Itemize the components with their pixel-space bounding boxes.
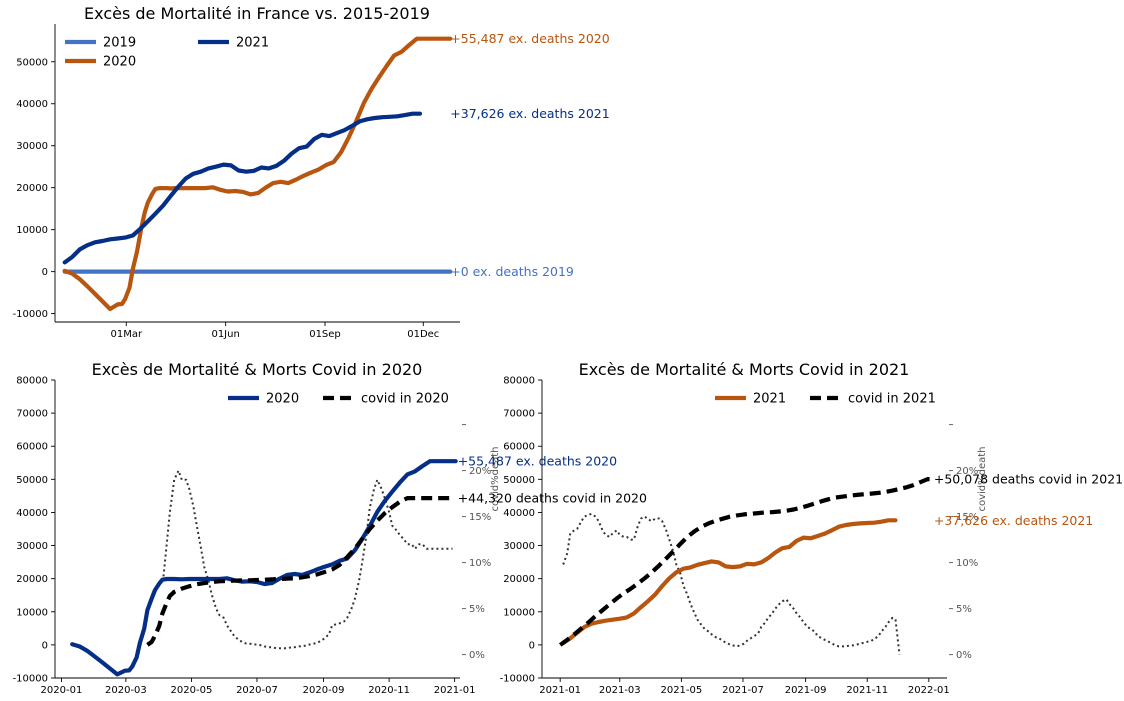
legend-label: covid in 2020 xyxy=(361,392,449,407)
y-tick-label: 40000 xyxy=(16,508,48,519)
y-tick-label: 70000 xyxy=(503,409,535,420)
y2-tick-label: 0% xyxy=(469,650,485,661)
x-tick-label: 2020-11 xyxy=(368,685,410,696)
chart-title: Excès de Mortalité in France vs. 2015-20… xyxy=(84,4,430,23)
x-tick-label: 2021-07 xyxy=(722,685,764,696)
x-tick-label: 2020-01 xyxy=(41,685,83,696)
series-line-y2021 xyxy=(70,459,458,677)
x-tick-label: 01Sep xyxy=(309,329,341,340)
legend-label: 2021 xyxy=(753,392,786,407)
x-tick-label: 2021-05 xyxy=(660,685,702,696)
y2-tick-label: 10% xyxy=(469,558,491,569)
y-tick-label: 30000 xyxy=(16,541,48,552)
y-tick-label: 20000 xyxy=(16,183,48,194)
y-tick-label: 0 xyxy=(529,640,535,651)
x-tick-label: 2020-07 xyxy=(236,685,278,696)
end-annotation: +50,078 deaths covid in 2021 xyxy=(934,472,1123,487)
y2-tick-label: 20% xyxy=(469,466,491,477)
end-annotation: +37,626 ex. deaths 2021 xyxy=(450,106,609,121)
y2-tick-label: 15% xyxy=(469,512,491,523)
x-tick-label: 2021-01 xyxy=(539,685,581,696)
series-line-y2020 xyxy=(561,518,898,646)
legend-label: 2020 xyxy=(103,55,136,70)
end-annotation: +37,626 ex. deaths 2021 xyxy=(934,513,1093,528)
chart-title: Excès de Mortalité & Morts Covid in 2021 xyxy=(579,360,910,379)
x-tick-label: 2021-09 xyxy=(785,685,827,696)
y-tick-label: 60000 xyxy=(503,442,535,453)
x-tick-label: 2020-03 xyxy=(105,685,147,696)
y-tick-label: -10000 xyxy=(500,674,535,685)
series-line-covid xyxy=(146,496,453,647)
chart-title: Excès de Mortalité & Morts Covid in 2020 xyxy=(92,360,423,379)
chart-top: Excès de Mortalité in France vs. 2015-20… xyxy=(13,4,610,340)
x-tick-label: 2021-11 xyxy=(846,685,888,696)
end-annotation: +55,487 ex. deaths 2020 xyxy=(450,31,609,46)
y-tick-label: -10000 xyxy=(13,309,48,320)
x-tick-label: 01Dec xyxy=(407,329,439,340)
y2-tick-label: 10% xyxy=(956,558,978,569)
y-tick-label: 50000 xyxy=(16,475,48,486)
y-tick-label: 30000 xyxy=(16,141,48,152)
y-tick-label: 10000 xyxy=(16,225,48,236)
y-tick-label: 20000 xyxy=(503,574,535,585)
y-tick-label: 70000 xyxy=(16,409,48,420)
y-tick-label: -10000 xyxy=(13,674,48,685)
y-tick-label: 40000 xyxy=(16,99,48,110)
x-tick-label: 01Mar xyxy=(110,329,142,340)
y-tick-label: 0 xyxy=(42,267,48,278)
x-tick-label: 2022-01 xyxy=(908,685,950,696)
y-tick-label: 50000 xyxy=(503,475,535,486)
y-tick-label: 0 xyxy=(42,640,48,651)
y2-axis-label: covid%death xyxy=(977,446,988,511)
legend-label: covid in 2021 xyxy=(848,392,936,407)
legend: 2019 2020 2021 xyxy=(65,36,269,70)
x-tick-label: 2021-01 xyxy=(434,685,476,696)
y-tick-label: 40000 xyxy=(503,508,535,519)
series-line-covid xyxy=(558,477,931,647)
y-tick-label: 10000 xyxy=(16,607,48,618)
series-line-y2020 xyxy=(62,36,453,312)
legend: 2020 covid in 2020 xyxy=(228,392,449,407)
y-tick-label: 50000 xyxy=(16,57,48,68)
y-tick-label: 80000 xyxy=(16,376,48,387)
legend-label: 2019 xyxy=(103,36,136,51)
end-annotation: +0 ex. deaths 2019 xyxy=(450,264,574,279)
y-tick-label: 80000 xyxy=(503,376,535,387)
legend-label: 2020 xyxy=(266,392,299,407)
end-annotation: +44,320 deaths covid in 2020 xyxy=(458,491,647,506)
x-tick-label: 2020-09 xyxy=(303,685,345,696)
x-tick-label: 01Jun xyxy=(211,329,239,340)
chart-br: Excès de Mortalité & Morts Covid in 2021… xyxy=(500,360,1124,696)
legend-label: 2021 xyxy=(236,36,269,51)
y-tick-label: 10000 xyxy=(503,607,535,618)
x-tick-label: 2021-03 xyxy=(599,685,641,696)
legend: 2021 covid in 2021 xyxy=(715,392,936,407)
y-tick-label: 20000 xyxy=(16,574,48,585)
y2-tick-label: 20% xyxy=(956,466,978,477)
chart-bl: Excès de Mortalité & Morts Covid in 2020… xyxy=(13,360,647,696)
series-line-ratio xyxy=(562,512,901,655)
y2-tick-label: 15% xyxy=(956,512,978,523)
y-tick-label: 60000 xyxy=(16,442,48,453)
y2-tick-label: 5% xyxy=(956,604,972,615)
x-tick-label: 2020-05 xyxy=(171,685,213,696)
series-line-y2021 xyxy=(62,111,423,265)
y2-tick-label: 0% xyxy=(956,650,972,661)
y2-axis-label: covid%death xyxy=(490,446,501,511)
y2-tick-label: 5% xyxy=(469,604,485,615)
end-annotation: +55,487 ex. deaths 2020 xyxy=(458,454,617,469)
y-tick-label: 30000 xyxy=(503,541,535,552)
